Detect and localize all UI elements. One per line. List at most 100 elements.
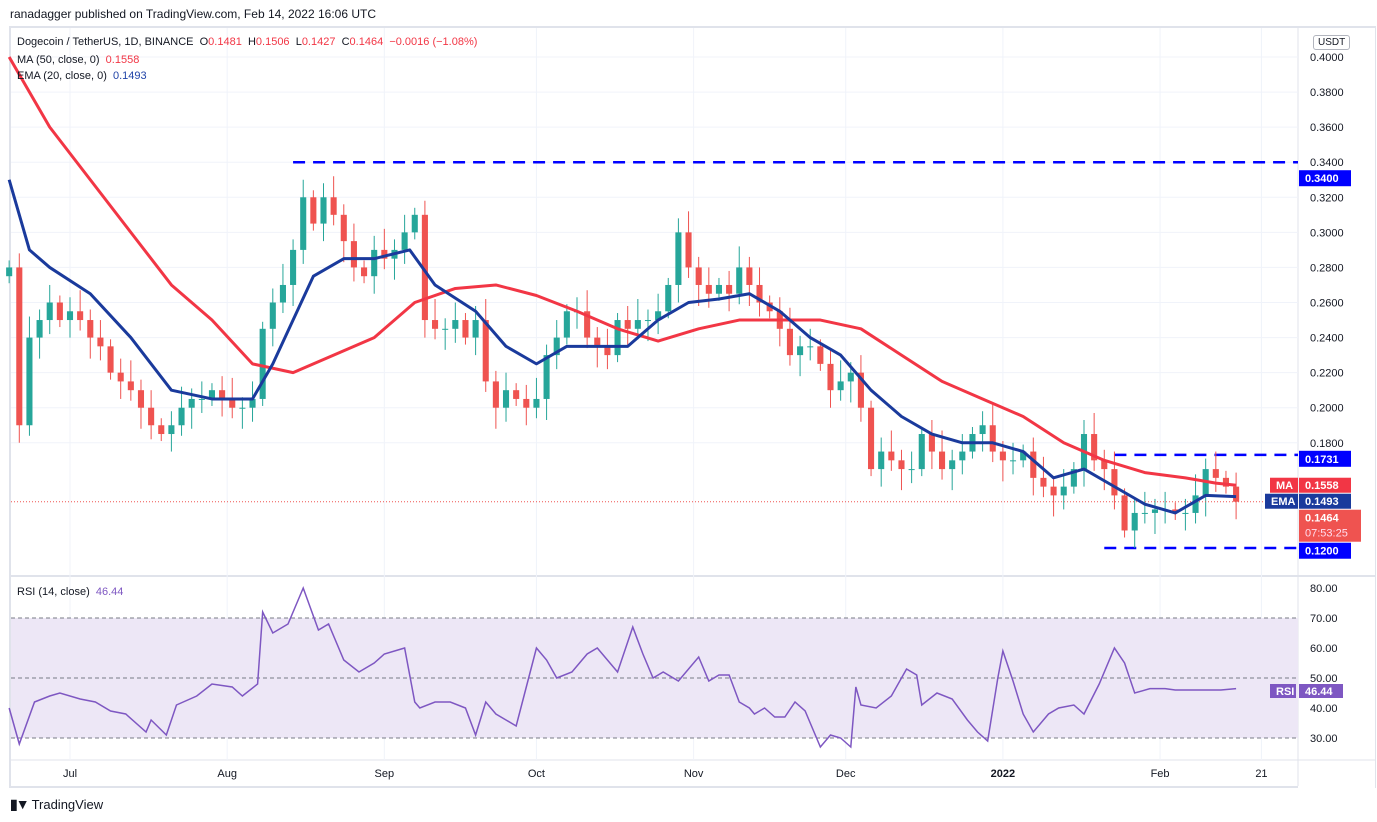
candle [604,328,611,370]
tradingview-footer[interactable]: ▮▼ TradingView [10,796,103,813]
candle [310,190,317,231]
rsi-name-tag: RSI [1276,686,1294,698]
candle-body [1040,477,1047,487]
candle [1151,498,1159,534]
candle-body [1091,434,1098,461]
low-label: L [295,36,302,48]
candle [472,306,479,356]
candle-body [533,398,540,408]
candle [1030,437,1037,496]
candle-body [949,460,956,470]
candle [158,418,165,442]
candle [797,335,804,377]
candle [1172,502,1179,520]
candle-body [97,337,104,347]
candle [1070,462,1077,494]
candle-body [472,320,479,338]
candle [148,390,155,440]
ema-legend[interactable]: EMA (20, close, 0) 0.1493 [17,70,147,82]
candle-body [1050,486,1057,496]
candle [26,316,33,436]
candle [1040,456,1047,498]
candle [6,260,13,284]
tradingview-logo-icon: ▮▼ [10,796,30,812]
candle [1111,451,1118,510]
candle [1131,498,1138,549]
high-label: H [247,36,256,48]
candle [614,313,621,363]
level-price-tag [1299,542,1351,559]
candle-body [462,320,469,338]
rsi-tick-label: 80.00 [1310,583,1338,595]
candle-body [1020,451,1027,461]
level-price-tag [1299,170,1351,187]
price-tick-label: 0.3800 [1310,87,1344,99]
candle-body [878,451,885,470]
candle [492,370,499,429]
candle [259,321,266,406]
candle [391,239,398,280]
candle [553,320,560,370]
time-tick-label: Oct [528,768,545,780]
candle-body [1030,451,1037,478]
rsi-tick-label: 60.00 [1310,643,1338,655]
candle [513,383,520,406]
candle [938,430,946,480]
candle-body [158,425,165,435]
ma-legend[interactable]: MA (50, close, 0) 0.1558 [17,54,139,66]
candle-body [1141,512,1148,514]
symbol-title: Dogecoin / TetherUS, 1D, BINANCE [17,36,194,48]
currency-button[interactable]: USDT [1313,35,1351,50]
ema-value-tag: 0.1493 [1305,496,1339,508]
candle [675,218,682,303]
candle-body [705,284,712,294]
candle-body [685,232,692,268]
candle [786,307,793,366]
candle-body [655,311,662,321]
time-tick-label: Jul [63,768,77,780]
candle-body [361,267,368,277]
candle-body [563,311,570,338]
candle-body [1212,469,1219,478]
candle [208,383,216,406]
candle [634,298,641,340]
candle-body [979,425,986,435]
candle [56,295,63,328]
candle-body [330,197,337,215]
candle [350,223,357,282]
rsi-legend-label: RSI (14, close) [17,586,90,598]
price-tick-label: 0.2800 [1310,262,1344,274]
candle [1192,474,1199,524]
rsi-value-tag-bg [1299,684,1343,698]
rsi-legend-value: 46.44 [95,586,124,598]
candle-body [999,451,1006,461]
candle-body [269,302,276,329]
candle-body [117,372,124,382]
rsi-tick-label: 70.00 [1310,613,1338,625]
candle [452,302,459,343]
candle-body [310,197,317,224]
level-price-label: 0.1731 [1305,454,1339,466]
rsi-legend[interactable]: RSI (14, close) 46.44 [17,586,123,598]
candle [807,328,814,361]
candle [928,419,935,470]
candle [371,235,378,294]
candle [918,427,925,477]
candle-body [513,390,520,399]
candle [868,400,875,477]
candle [959,434,966,475]
candle-body [239,407,246,409]
ma50-line [7,56,1237,487]
candle [695,256,702,307]
candle-body [1182,512,1189,514]
candle [1050,476,1057,517]
candle [411,207,418,240]
ema-legend-label: EMA (20, close, 0) [17,70,107,82]
candle-body [87,320,94,338]
candle [117,358,124,399]
candle-body [411,214,418,233]
candle-body [56,302,63,321]
candle [127,360,134,401]
tradingview-brand: TradingView [31,797,104,812]
